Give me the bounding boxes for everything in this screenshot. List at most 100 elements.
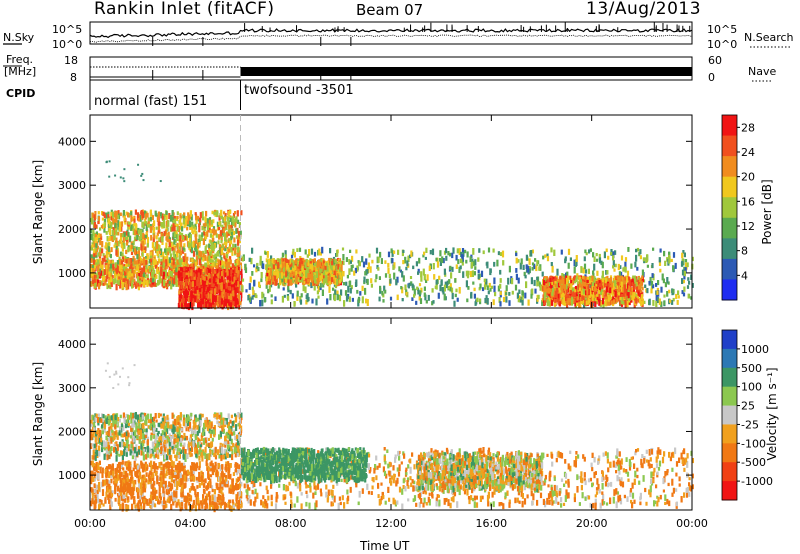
echo-cell bbox=[240, 269, 243, 275]
echo-cell bbox=[519, 296, 522, 303]
echo-cell bbox=[202, 271, 206, 276]
echo-cell bbox=[95, 231, 98, 235]
echo-cell bbox=[656, 290, 659, 295]
echo-cell bbox=[198, 276, 201, 282]
echo-cell bbox=[133, 236, 137, 242]
echo-cell bbox=[492, 299, 495, 306]
echo-cell bbox=[197, 218, 200, 222]
echo-cell bbox=[189, 264, 192, 269]
echo-cell bbox=[90, 263, 93, 271]
echo-cell bbox=[112, 227, 115, 231]
echo-cell bbox=[203, 264, 206, 271]
echo-cell bbox=[153, 232, 156, 239]
echo-cell bbox=[424, 256, 427, 260]
echo-cell bbox=[253, 280, 256, 287]
echo-cell bbox=[326, 298, 329, 305]
echo-cell bbox=[319, 251, 322, 256]
freq-tick-low: 8 bbox=[70, 71, 77, 84]
echo-cell bbox=[688, 280, 691, 285]
echo-cell bbox=[332, 265, 335, 270]
echo-cell bbox=[101, 217, 104, 221]
echo-cell bbox=[240, 273, 243, 279]
echo-cell bbox=[523, 271, 526, 277]
echo-cell bbox=[590, 287, 593, 292]
echo-cell bbox=[486, 298, 489, 305]
echo-cell bbox=[109, 236, 112, 241]
echo-cell bbox=[182, 215, 186, 220]
echo-cell bbox=[150, 275, 153, 280]
echo-cell bbox=[227, 220, 230, 225]
echo-cell bbox=[203, 276, 206, 281]
echo-cell bbox=[209, 293, 212, 299]
echo-cell bbox=[308, 249, 311, 256]
echo-cell bbox=[318, 263, 321, 271]
echo-cell bbox=[323, 271, 326, 279]
echo-cell bbox=[278, 266, 281, 272]
echo-cell bbox=[282, 264, 285, 268]
echo-cell bbox=[217, 259, 221, 264]
echo-cell bbox=[205, 210, 208, 217]
echo-cell bbox=[681, 252, 684, 259]
echo-cell bbox=[176, 249, 179, 253]
echo-cell bbox=[681, 290, 684, 295]
echo-cell bbox=[682, 250, 685, 254]
echo-cell bbox=[237, 246, 240, 253]
echo-cell bbox=[211, 238, 214, 242]
echo-cell bbox=[211, 223, 214, 227]
echo-cell bbox=[192, 263, 195, 268]
echo-cell bbox=[121, 277, 124, 284]
echo-cell bbox=[164, 270, 167, 277]
echo-cell bbox=[174, 270, 177, 276]
echo-cell bbox=[178, 294, 181, 298]
echo-cell bbox=[105, 231, 108, 235]
echo-cell bbox=[280, 272, 284, 279]
echo-cell bbox=[101, 274, 105, 282]
echo-cell bbox=[449, 283, 452, 291]
echo-cell bbox=[149, 259, 153, 263]
echo-cell bbox=[634, 261, 637, 268]
echo-cell bbox=[595, 253, 598, 257]
echo-cell bbox=[145, 221, 148, 225]
echo-cell bbox=[611, 299, 614, 303]
echo-cell bbox=[198, 241, 201, 246]
echo-cell bbox=[348, 268, 351, 275]
echo-cell bbox=[133, 258, 136, 265]
echo-cell bbox=[111, 229, 114, 236]
echo-cell bbox=[451, 252, 454, 259]
echo-cell bbox=[361, 285, 364, 291]
echo-cell bbox=[214, 211, 217, 215]
echo-cell bbox=[282, 258, 285, 262]
echo-cell bbox=[221, 244, 224, 248]
echo-cell bbox=[106, 283, 109, 290]
echo-cell bbox=[97, 211, 100, 215]
echo-cell bbox=[296, 248, 299, 252]
echo-cell bbox=[449, 265, 452, 271]
echo-cell bbox=[296, 290, 299, 297]
echo-cell bbox=[186, 256, 189, 261]
echo-cell bbox=[167, 273, 170, 280]
echo-cell bbox=[685, 262, 688, 267]
echo-cell bbox=[95, 224, 98, 229]
echo-cell bbox=[326, 266, 329, 272]
echo-cell bbox=[123, 263, 126, 268]
echo-cell bbox=[137, 283, 140, 287]
echo-cell bbox=[297, 274, 300, 278]
echo-cell bbox=[181, 259, 184, 264]
echo-cell bbox=[357, 298, 360, 303]
echo-cell bbox=[388, 273, 391, 279]
nave-tick-low: 0 bbox=[708, 71, 715, 84]
echo-cell bbox=[569, 275, 572, 280]
echo-cell bbox=[375, 247, 379, 254]
echo-cell bbox=[107, 214, 110, 218]
echo-cell bbox=[178, 267, 181, 273]
echo-cell bbox=[99, 261, 102, 269]
echo-cell bbox=[302, 284, 305, 292]
echo-cell bbox=[275, 276, 278, 282]
echo-cell bbox=[465, 280, 468, 288]
echo-cell bbox=[261, 264, 264, 269]
echo-cell bbox=[179, 231, 182, 238]
echo-cell bbox=[317, 268, 320, 276]
echo-cell bbox=[108, 260, 111, 264]
echo-cell bbox=[222, 303, 225, 307]
echo-cell bbox=[498, 297, 501, 303]
